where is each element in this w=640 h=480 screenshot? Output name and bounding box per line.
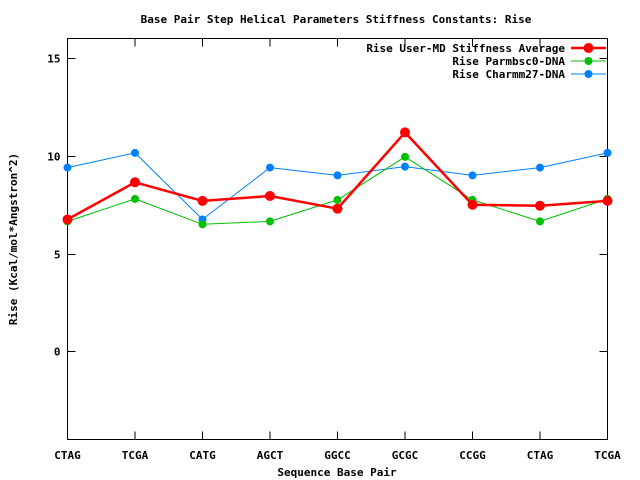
data-point bbox=[468, 171, 477, 180]
data-point bbox=[266, 163, 274, 172]
data-point bbox=[602, 195, 613, 206]
y-tick-label: 15 bbox=[47, 53, 60, 66]
data-point bbox=[333, 195, 342, 204]
data-point bbox=[603, 148, 612, 157]
data-point bbox=[266, 217, 274, 226]
series-line bbox=[67, 156, 608, 225]
data-point bbox=[536, 217, 544, 226]
legend-marker bbox=[584, 57, 593, 65]
x-tick-label: CTAG bbox=[527, 449, 554, 462]
data-point bbox=[63, 163, 72, 172]
x-tick-label: CCGG bbox=[459, 449, 486, 462]
data-point bbox=[332, 203, 343, 214]
series-0 bbox=[62, 127, 613, 225]
x-tick-label: TCGA bbox=[122, 449, 149, 462]
x-tick-label: AGCT bbox=[257, 449, 284, 462]
y-axis-label: Rise (Kcal/mol*Angstron^2) bbox=[7, 153, 20, 325]
data-point bbox=[401, 162, 409, 171]
data-point bbox=[400, 127, 410, 138]
legend-label: Rise User-MD Stiffness Average bbox=[366, 42, 565, 55]
data-point bbox=[536, 163, 544, 172]
legend-marker bbox=[583, 43, 594, 53]
data-point bbox=[198, 220, 207, 229]
x-tick-label: TCGA bbox=[594, 449, 621, 462]
series-2 bbox=[63, 148, 612, 224]
x-tick-label: CTAG bbox=[54, 449, 81, 462]
plot-frame bbox=[67, 38, 608, 440]
series-layer bbox=[62, 127, 613, 229]
data-point bbox=[401, 152, 409, 161]
data-point bbox=[467, 199, 478, 210]
y-tick-label: 0 bbox=[54, 346, 61, 359]
x-axis-label: Sequence Base Pair bbox=[277, 466, 397, 479]
data-point bbox=[131, 148, 139, 157]
legend-label: Rise Charmm27-DNA bbox=[452, 68, 565, 81]
legend-label: Rise Parmbsc0-DNA bbox=[452, 55, 565, 68]
y-axis: 0 5 10 15 bbox=[47, 53, 608, 359]
data-point bbox=[197, 195, 208, 206]
data-point bbox=[62, 214, 73, 225]
data-point bbox=[131, 194, 139, 203]
data-point bbox=[265, 190, 275, 201]
chart-title: Base Pair Step Helical Parameters Stiffn… bbox=[141, 13, 532, 26]
y-tick-label: 10 bbox=[47, 151, 60, 164]
data-point bbox=[535, 200, 545, 211]
x-tick-label: GGCC bbox=[324, 449, 351, 462]
legend-marker bbox=[584, 70, 593, 78]
y-tick-label: 5 bbox=[54, 249, 61, 262]
x-tick-label: CATG bbox=[189, 449, 216, 462]
data-point bbox=[130, 177, 140, 188]
x-tick-label: GCGC bbox=[392, 449, 419, 462]
x-axis: CTAG TCGA CATG AGCT GGCC GCGC CCGG CTAG TCGA bbox=[54, 38, 621, 462]
series-1 bbox=[63, 152, 612, 229]
data-point bbox=[333, 171, 342, 180]
